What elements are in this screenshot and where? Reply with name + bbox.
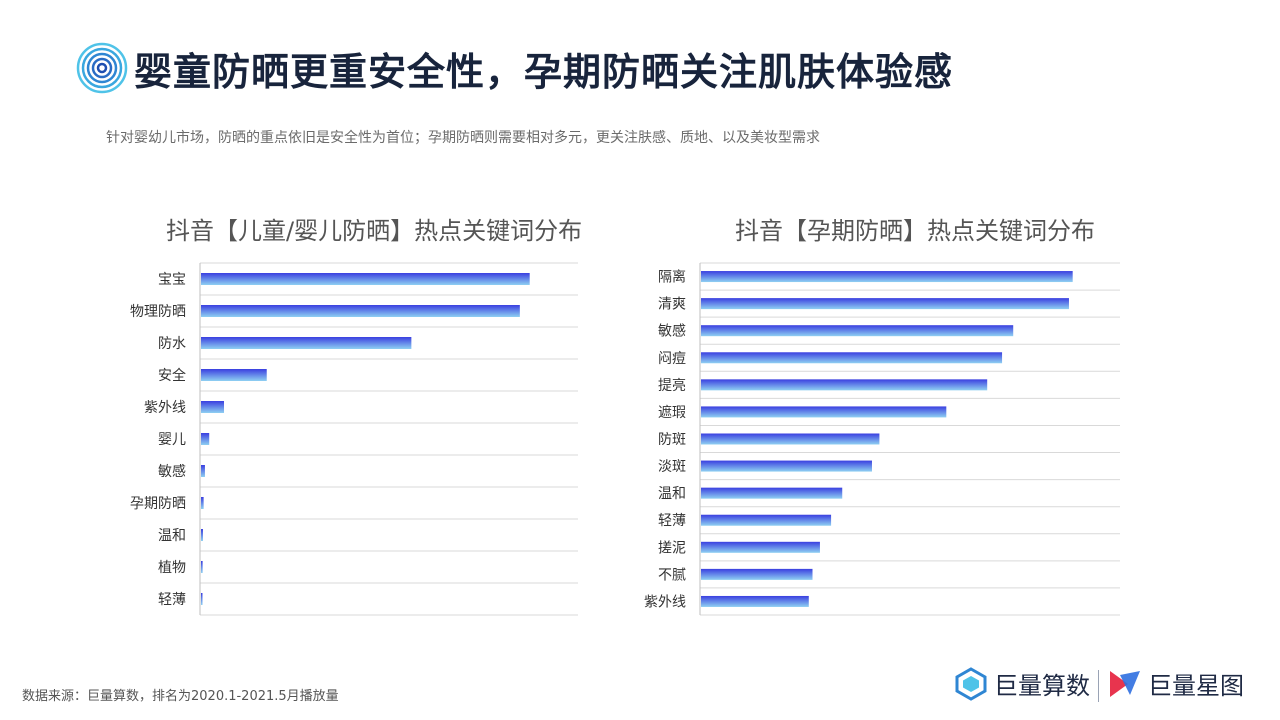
bar <box>701 352 1003 364</box>
category-label: 温和 <box>158 528 186 544</box>
category-label: 淡斑 <box>658 459 686 475</box>
category-label: 紫外线 <box>144 400 186 416</box>
category-label: 轻薄 <box>658 513 686 529</box>
bar <box>701 514 832 526</box>
chart-kids-sunscreen: 抖音【儿童/婴儿防晒】热点关键词分布 宝宝物理防晒防水安全紫外线婴儿敏感孕期防晒… <box>0 205 640 625</box>
brand-name: 巨量星图 <box>1148 672 1244 700</box>
bar <box>701 406 947 418</box>
category-label: 温和 <box>658 486 686 502</box>
category-label: 隔离 <box>658 269 686 286</box>
data-source-note: 数据来源：巨量算数，排名为2020.1-2021.5月播放量 <box>22 689 339 704</box>
category-label: 物理防晒 <box>130 304 186 320</box>
brand-juliang-suanshu: 巨量算数 <box>954 666 1090 701</box>
category-label: 安全 <box>158 367 186 384</box>
brand-separator <box>1098 670 1099 702</box>
category-label: 闷痘 <box>658 351 686 367</box>
category-label: 植物 <box>158 560 186 576</box>
bar <box>701 460 872 472</box>
page-title: 婴童防晒更重安全性，孕期防晒关注肌肤体验感 <box>134 49 954 94</box>
category-label: 搓泥 <box>658 540 686 556</box>
concentric-circles-icon <box>76 42 128 94</box>
category-label: 提亮 <box>658 377 686 394</box>
bar <box>701 379 988 391</box>
category-label: 不腻 <box>658 567 686 583</box>
bar <box>201 433 210 445</box>
bar <box>201 529 203 541</box>
bar <box>201 401 225 413</box>
bar <box>201 561 203 573</box>
category-label: 防斑 <box>658 432 686 448</box>
bar <box>201 497 204 509</box>
category-label: 孕期防晒 <box>130 496 186 512</box>
bar <box>701 325 1014 337</box>
bar <box>201 593 203 605</box>
category-label: 清爽 <box>658 297 686 313</box>
category-label: 遮瑕 <box>658 405 686 421</box>
bar <box>701 271 1073 283</box>
page-subtitle: 针对婴幼儿市场，防晒的重点依旧是安全性为首位；孕期防晒则需要相对多元，更关注肤感… <box>106 130 820 146</box>
bar <box>201 273 530 285</box>
juliang-xingtu-logo-icon <box>1110 670 1140 697</box>
bar <box>701 433 880 445</box>
chart-pregnancy-sunscreen: 抖音【孕期防晒】热点关键词分布 隔离清爽敏感闷痘提亮遮瑕防斑淡斑温和轻薄搓泥不腻… <box>630 205 1270 625</box>
bar <box>701 568 813 580</box>
bar <box>201 337 412 349</box>
page-header: 婴童防晒更重安全性，孕期防晒关注肌肤体验感 <box>76 40 953 96</box>
category-label: 敏感 <box>158 463 186 480</box>
category-label: 紫外线 <box>644 594 686 610</box>
chart-title: 抖音【孕期防晒】热点关键词分布 <box>735 217 1095 245</box>
category-label: 婴儿 <box>158 432 186 448</box>
juliang-suanshu-logo-icon <box>955 666 987 701</box>
bar <box>701 298 1069 310</box>
chart-title: 抖音【儿童/婴儿防晒】热点关键词分布 <box>166 217 583 245</box>
bar <box>701 487 843 499</box>
bar <box>701 595 809 607</box>
brand-juliang-xingtu: 巨量星图 <box>1108 666 1244 701</box>
bar <box>201 369 267 381</box>
category-label: 敏感 <box>658 323 686 340</box>
bar <box>201 465 205 477</box>
brand-name: 巨量算数 <box>994 672 1090 700</box>
category-label: 防水 <box>158 336 186 352</box>
bar <box>201 305 520 317</box>
bar <box>701 541 820 553</box>
category-label: 轻薄 <box>158 592 186 608</box>
category-label: 宝宝 <box>158 272 186 288</box>
